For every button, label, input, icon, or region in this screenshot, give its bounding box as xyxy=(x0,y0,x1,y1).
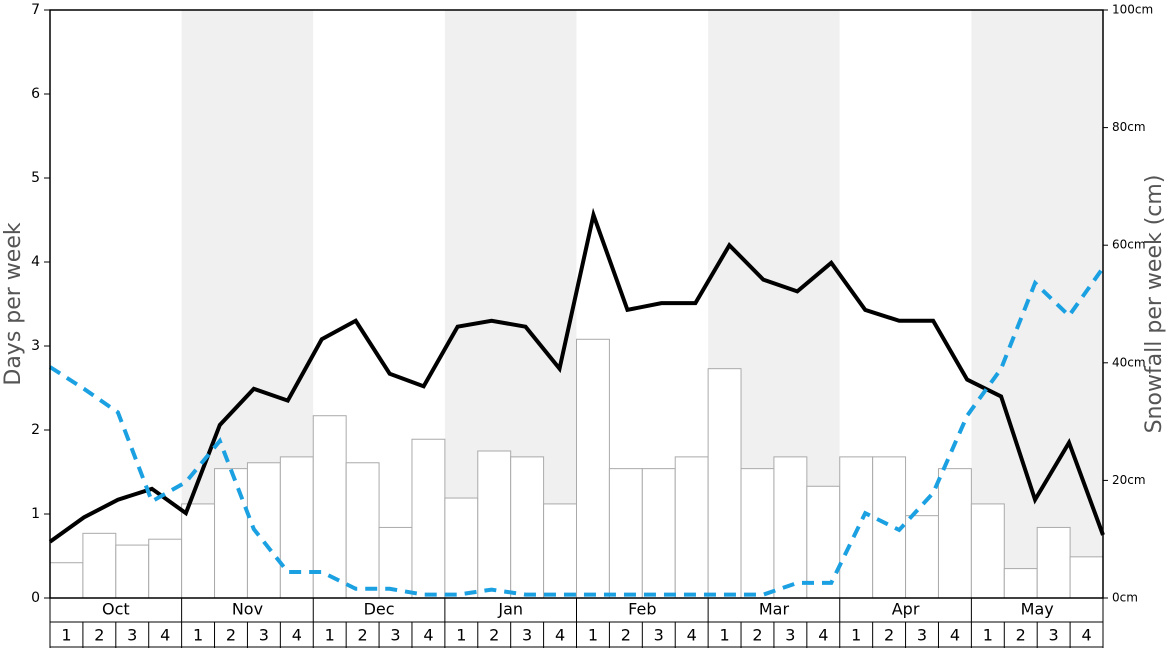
snowfall-bar xyxy=(49,562,84,599)
snowfall-bar xyxy=(510,456,545,599)
x-tick-label: 4 xyxy=(818,626,828,645)
x-tick-label: 2 xyxy=(94,626,104,645)
x-tick-label: 4 xyxy=(687,626,697,645)
month-band xyxy=(50,10,182,598)
x-tick-label: 1 xyxy=(719,626,729,645)
x-tick-label: 1 xyxy=(851,626,861,645)
x-tick-label: 3 xyxy=(259,626,269,645)
y-axis-label: Days per week xyxy=(1,222,26,385)
x-tick-label: 1 xyxy=(983,626,993,645)
x-tick-label: 3 xyxy=(785,626,795,645)
x-tick-label: 3 xyxy=(1049,626,1059,645)
y2-axis-label: Snowfall per week (cm) xyxy=(1142,175,1167,434)
snowfall-bar xyxy=(148,538,183,599)
y-tick-label: 4 xyxy=(31,254,40,270)
x-tick-label: 2 xyxy=(621,626,631,645)
x-tick-label: 3 xyxy=(917,626,927,645)
snowfall-bar xyxy=(641,468,676,599)
y-tick-label: 0 xyxy=(31,590,40,606)
x-tick-label: 3 xyxy=(127,626,137,645)
x-tick-label: 2 xyxy=(752,626,762,645)
x-tick-label: 4 xyxy=(1081,626,1091,645)
y2-tick-label: 40cm xyxy=(1112,355,1146,369)
snowfall-bar xyxy=(937,468,972,599)
line xyxy=(48,207,1105,544)
snowfall-bar xyxy=(312,415,347,599)
month-label: Oct xyxy=(102,600,130,619)
x-tick-label: 3 xyxy=(654,626,664,645)
snowfall-bar xyxy=(1003,568,1038,599)
x-tick-label: 3 xyxy=(390,626,400,645)
x-tick-label: 1 xyxy=(61,626,71,645)
y2-tick-label: 60cm xyxy=(1112,238,1146,252)
snowfall-bar xyxy=(411,438,446,599)
x-tick-label: 4 xyxy=(160,626,170,645)
x-tick-label: 2 xyxy=(884,626,894,645)
snowfall-bar xyxy=(773,456,808,599)
snowfall-bar xyxy=(181,503,216,599)
snowfall-bar xyxy=(345,462,380,599)
y-tick-label: 2 xyxy=(31,422,40,438)
month-label: Feb xyxy=(628,600,656,619)
snowfall-bar xyxy=(707,368,742,599)
y2-tick-label: 0cm xyxy=(1112,591,1138,605)
month-label: Dec xyxy=(364,600,395,619)
month-label: Nov xyxy=(232,600,263,619)
snowfall-bar xyxy=(674,456,709,599)
x-tick-label: 2 xyxy=(358,626,368,645)
snowfall-bar xyxy=(576,338,610,599)
y-tick-label: 5 xyxy=(31,170,40,186)
y-tick-label: 3 xyxy=(31,338,40,354)
x-tick-label: 2 xyxy=(1016,626,1026,645)
snowfall-bar xyxy=(608,468,643,599)
snowfall-bar xyxy=(279,456,314,599)
month-label: May xyxy=(1021,600,1054,619)
snowfall-bar xyxy=(214,468,248,599)
x-tick-label: 4 xyxy=(423,626,433,645)
y2-tick-label: 100cm xyxy=(1112,3,1153,17)
y-tick-label: 6 xyxy=(31,86,40,102)
snowfall-bar xyxy=(543,503,577,599)
dashed-line xyxy=(48,266,1105,597)
x-tick-label: 2 xyxy=(489,626,499,645)
snowfall-bar xyxy=(444,497,479,599)
x-tick-label: 2 xyxy=(226,626,236,645)
snowfall-bar xyxy=(115,544,150,599)
x-tick-label: 3 xyxy=(522,626,532,645)
snowfall-bar xyxy=(905,515,939,599)
snowfall-bar xyxy=(970,503,1005,599)
x-tick-label: 1 xyxy=(588,626,598,645)
snowfall-bar xyxy=(378,526,413,599)
snowfall-bar xyxy=(1069,556,1104,599)
snowfall-bar xyxy=(82,532,117,599)
y2-tick-label: 80cm xyxy=(1112,120,1146,134)
x-tick-label: 1 xyxy=(325,626,335,645)
x-tick-label: 4 xyxy=(292,626,302,645)
snowfall-bar xyxy=(806,485,841,599)
y-tick-label: 7 xyxy=(31,2,40,18)
x-tick-label: 4 xyxy=(950,626,960,645)
month-label: Apr xyxy=(892,600,920,619)
month-label: Mar xyxy=(759,600,790,619)
snowfall-bar xyxy=(740,468,775,599)
x-tick-label: 1 xyxy=(456,626,466,645)
y-tick-label: 1 xyxy=(31,506,40,522)
y2-tick-label: 20cm xyxy=(1112,473,1146,487)
snowfall-bar xyxy=(477,450,512,599)
month-label: Jan xyxy=(497,600,523,619)
x-tick-label: 4 xyxy=(555,626,565,645)
x-tick-label: 1 xyxy=(193,626,203,645)
snowfall-bar xyxy=(1036,526,1071,599)
